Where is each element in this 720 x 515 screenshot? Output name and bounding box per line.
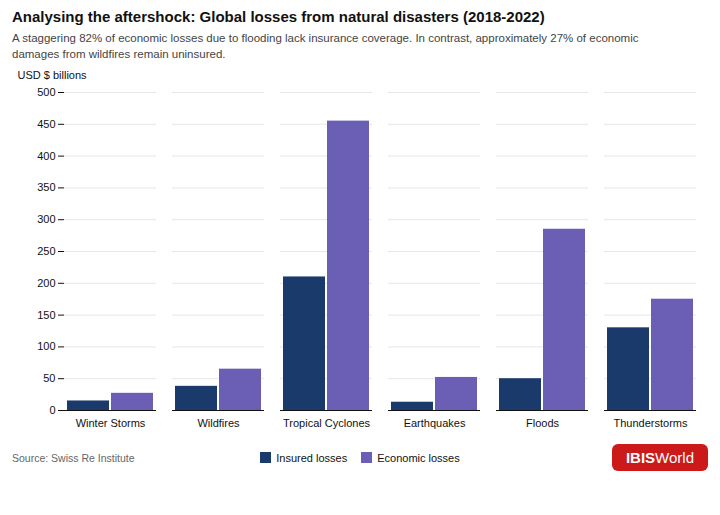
svg-text:50: 50 (43, 372, 55, 384)
html-text:Insured losses: Insured losses (276, 451, 348, 464)
svg-text:150: 150 (37, 309, 55, 321)
svg-text:Thunderstorms: Thunderstorms (614, 417, 688, 429)
svg-text:100: 100 (37, 340, 55, 352)
svg-text:USD $ billions: USD $ billions (18, 69, 88, 81)
svg-text:450: 450 (37, 118, 55, 130)
svg-text:Floods: Floods (526, 417, 560, 429)
svg-text:250: 250 (37, 245, 55, 257)
html-text:Economic losses: Economic losses (377, 451, 460, 464)
html-text:Analysing the aftershock: Glob: Analysing the aftershock: Global losses … (12, 8, 545, 25)
svg-text:Tropical Cyclones: Tropical Cyclones (283, 417, 371, 429)
svg-text:Wildfires: Wildfires (197, 417, 240, 429)
html-text:Source: Swiss Re Institute: Source: Swiss Re Institute (12, 451, 135, 464)
svg-text:200: 200 (37, 277, 55, 289)
svg-text:300: 300 (37, 213, 55, 225)
html-text:IBIS World: IBIS World (625, 449, 694, 466)
svg-text:400: 400 (37, 150, 55, 162)
svg-text:500: 500 (37, 86, 55, 98)
svg-text:0: 0 (49, 404, 55, 416)
svg-text:Winter Storms: Winter Storms (76, 417, 146, 429)
svg-text:Earthquakes: Earthquakes (404, 417, 466, 429)
svg-text:350: 350 (37, 181, 55, 193)
html-text:A staggering 82% of economic l: A staggering 82% of economic losses due … (12, 32, 639, 60)
